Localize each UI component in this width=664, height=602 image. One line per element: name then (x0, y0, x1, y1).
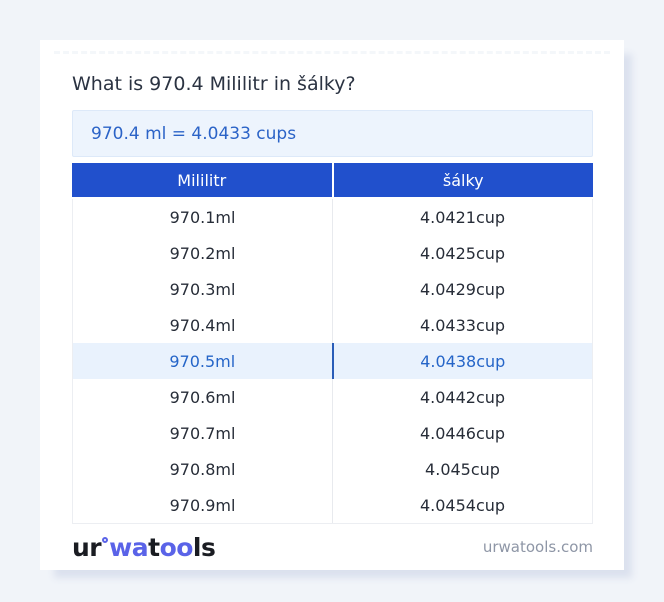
conversion-result-text: 970.4 ml = 4.0433 cups (91, 123, 297, 144)
ml-cell: 970.6ml (169, 387, 236, 407)
ml-cell: 970.4ml (169, 315, 236, 335)
ml-cell: 970.2ml (169, 243, 236, 263)
logo-text-blue: oo (159, 532, 194, 562)
page-title: What is 970.4 Mililitr in šálky? (72, 73, 356, 95)
cup-cell: 4.0438cup (331, 343, 593, 379)
conversion-table: Mililitr šálky 970.1ml 4.0421cup 970.2ml… (72, 163, 593, 524)
table-row[interactable]: 970.2ml 4.0425cup (73, 235, 592, 271)
table-row[interactable]: 970.4ml 4.0433cup (73, 307, 592, 343)
table-row[interactable]: 970.3ml 4.0429cup (73, 271, 592, 307)
ml-cell: 970.3ml (169, 279, 236, 299)
ml-cell: 970.8ml (169, 459, 236, 479)
logo-text-dark: ls (192, 532, 216, 562)
cup-cell: 4.0442cup (332, 379, 592, 415)
cup-cell: 4.0454cup (332, 487, 592, 523)
column-header-mililitr: Mililitr (177, 170, 227, 190)
logo-text-dark: ur (72, 532, 102, 562)
cup-cell: 4.0425cup (332, 235, 592, 271)
logo-text-dark: t (148, 532, 160, 562)
table-row-highlighted[interactable]: 970.5ml 4.0438cup (73, 343, 592, 379)
table-row[interactable]: 970.6ml 4.0442cup (73, 379, 592, 415)
ml-cell: 970.5ml (169, 351, 236, 371)
table-row[interactable]: 970.1ml 4.0421cup (73, 199, 592, 235)
table-header-row: Mililitr šálky (72, 163, 593, 197)
cup-cell: 4.0433cup (332, 307, 592, 343)
logo-text-blue: wa (109, 532, 149, 562)
table-row[interactable]: 970.8ml 4.045cup (73, 451, 592, 487)
card-footer: ur wa t oo ls urwatools.com (72, 524, 593, 570)
column-header-salky: šálky (331, 163, 594, 197)
table-body: 970.1ml 4.0421cup 970.2ml 4.0425cup 970.… (72, 199, 593, 524)
cup-cell: 4.0446cup (332, 415, 592, 451)
ml-cell: 970.9ml (169, 495, 236, 515)
logo-ring-icon (102, 536, 109, 543)
converter-card: What is 970.4 Mililitr in šálky? 970.4 m… (40, 40, 624, 570)
urwatools-logo[interactable]: ur wa t oo ls (72, 532, 216, 562)
cup-cell: 4.0429cup (332, 271, 592, 307)
cup-cell: 4.0421cup (332, 199, 592, 235)
table-row[interactable]: 970.7ml 4.0446cup (73, 415, 592, 451)
site-domain: urwatools.com (482, 538, 593, 556)
ml-cell: 970.7ml (169, 423, 236, 443)
table-row[interactable]: 970.9ml 4.0454cup (73, 487, 592, 523)
faint-dashed-divider (54, 51, 610, 54)
conversion-result-box: 970.4 ml = 4.0433 cups (72, 110, 593, 157)
cup-cell: 4.045cup (332, 451, 592, 487)
ml-cell: 970.1ml (169, 207, 236, 227)
